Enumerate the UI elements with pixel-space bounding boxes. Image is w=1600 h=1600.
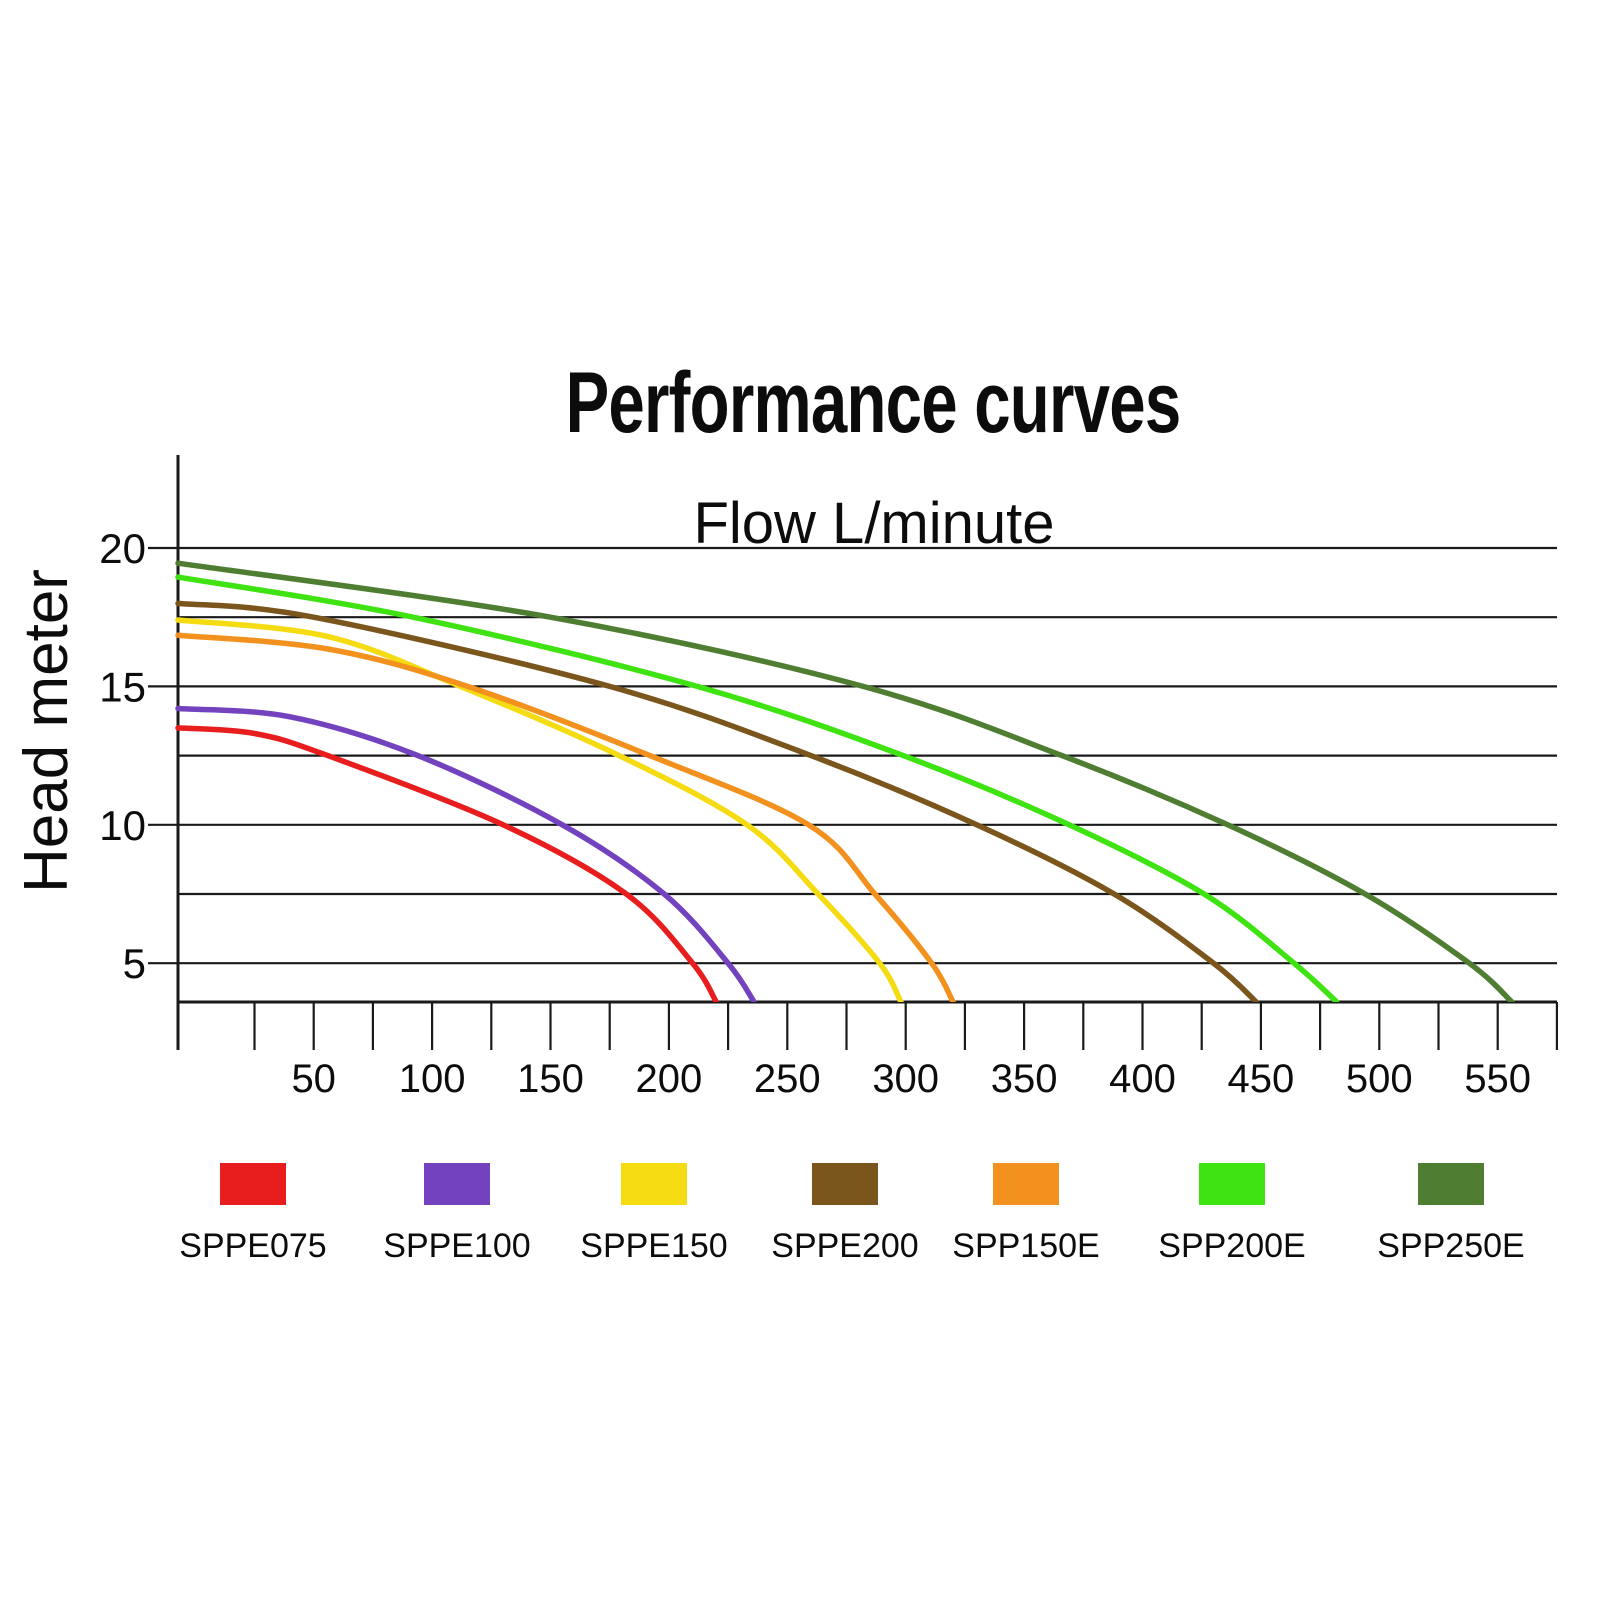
legend-label: SPPE075 [179,1227,327,1265]
legend-item: SPP150E [929,1163,1123,1266]
legend-swatch [993,1163,1059,1205]
legend-swatch [1199,1163,1265,1205]
chart-title: Performance curves [565,355,1182,451]
x-tick-label: 100 [399,1057,466,1101]
gridlines [148,546,1557,965]
x-axis-title: Flow L/minute [693,491,1055,556]
legend-item: SPP200E [1135,1163,1329,1266]
legend-swatch [220,1163,286,1205]
legend-label: SPPE200 [771,1227,919,1265]
legend-label: SPPE100 [383,1227,531,1265]
x-tick-labels: 50 100 150 200 250 300 350 400 450 500 550 [291,1057,1531,1101]
y-tick-label: 5 [123,940,146,987]
curves [175,560,1515,1002]
x-tick-label: 550 [1464,1057,1531,1101]
x-tick-label: 400 [1109,1057,1176,1101]
legend-item: SPPE200 [748,1163,942,1266]
x-ticks [253,1002,1559,1050]
y-tick-label: 10 [99,802,146,849]
legend-item: SPPE150 [557,1163,751,1266]
legend-item: SPPE075 [156,1163,350,1266]
legend-label: SPP150E [952,1227,1100,1265]
legend-swatch [621,1163,687,1205]
x-tick-label: 350 [991,1057,1058,1101]
legend-label: SPP250E [1377,1227,1525,1265]
legend-swatch [424,1163,490,1205]
legend-label: SPPE150 [580,1227,728,1265]
curve-SPPE075 [175,725,720,1002]
y-tick-label: 20 [99,525,146,572]
x-tick-label: 450 [1228,1057,1295,1101]
x-tick-label: 150 [517,1057,584,1101]
x-tick-label: 250 [754,1057,821,1101]
legend-swatch [1418,1163,1484,1205]
curve-SPP250E [175,560,1515,1002]
x-tick-label: 50 [291,1057,336,1101]
curve-SPPE150 [175,617,904,1002]
y-tick-label: 15 [99,663,146,710]
curve-SPP150E [175,632,956,1002]
x-tick-label: 500 [1346,1057,1413,1101]
x-tick-label: 300 [872,1057,939,1101]
legend-swatch [812,1163,878,1205]
curve-SPPE100 [175,705,757,1002]
legend-label: SPP200E [1158,1227,1306,1265]
x-tick-label: 200 [636,1057,703,1101]
curve-SPP200E [175,574,1340,1002]
y-tick-labels: 20 15 10 5 [99,525,146,987]
curve-SPPE200 [175,600,1259,1002]
legend-item: SPPE100 [360,1163,554,1266]
legend-item: SPP250E [1354,1163,1548,1266]
